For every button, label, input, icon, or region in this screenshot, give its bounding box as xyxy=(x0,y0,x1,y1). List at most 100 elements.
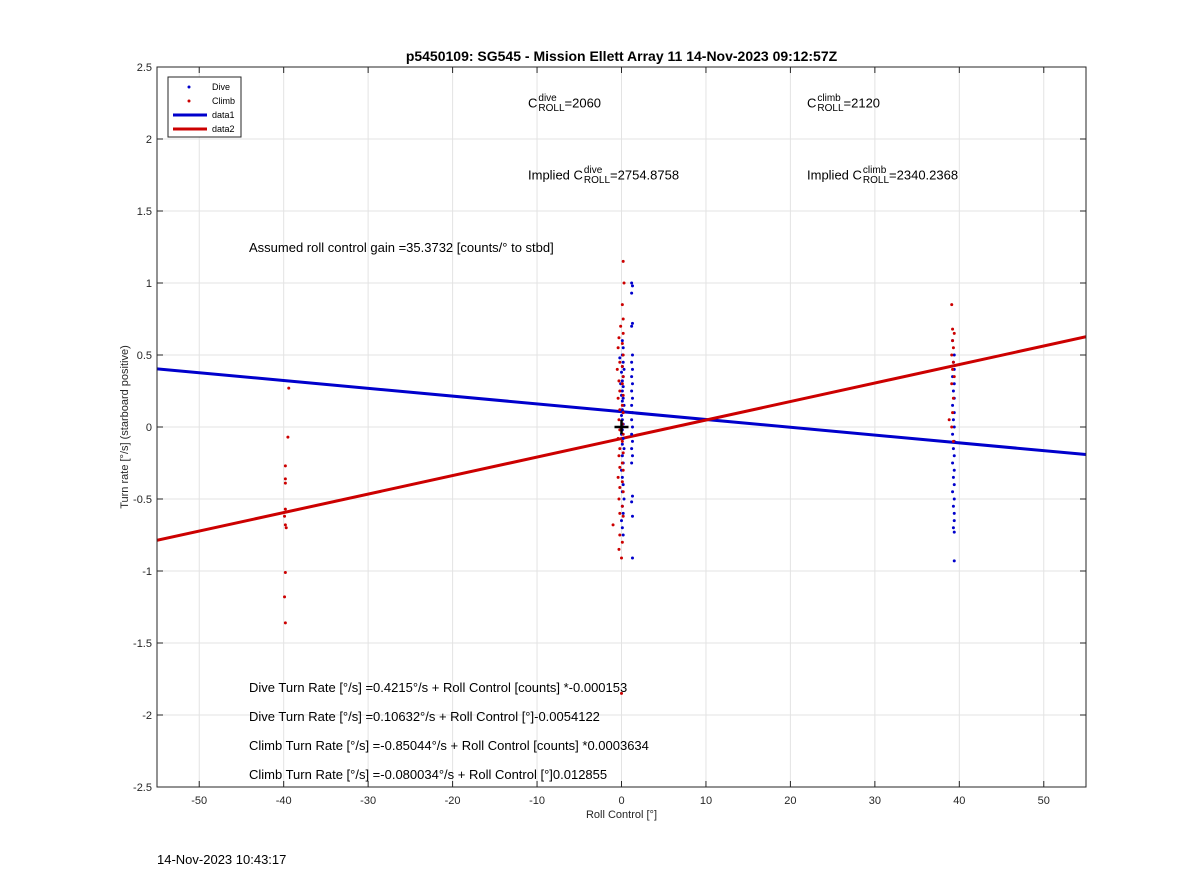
climb-point xyxy=(947,418,951,422)
climb-point xyxy=(620,382,624,386)
dive-point xyxy=(630,324,634,328)
dive-point xyxy=(630,461,634,465)
climb-point xyxy=(951,360,955,364)
dive-point xyxy=(630,396,634,400)
climb-point xyxy=(283,477,287,481)
x-tick-label: -10 xyxy=(529,795,545,807)
climb-point xyxy=(620,691,623,695)
legend-label: data2 xyxy=(212,124,235,134)
climb-point xyxy=(616,346,620,350)
dive-point xyxy=(630,447,634,451)
dive-point xyxy=(620,370,623,374)
climb-point xyxy=(621,411,625,415)
climb-point xyxy=(618,447,622,451)
climb-point xyxy=(283,464,287,468)
climb-point xyxy=(620,403,624,407)
climb-point xyxy=(620,303,624,307)
x-tick-label: -50 xyxy=(191,795,207,807)
dive-point xyxy=(630,389,634,393)
dive-point xyxy=(630,284,634,288)
climb-point xyxy=(615,367,619,371)
climb-point xyxy=(617,454,621,458)
dive-point xyxy=(951,490,955,494)
climb-point xyxy=(619,324,623,328)
legend-box xyxy=(167,76,242,138)
dive-point xyxy=(630,403,634,407)
dive-point xyxy=(630,514,634,518)
dive-point xyxy=(630,425,634,429)
climb-point xyxy=(621,331,625,335)
dive-point xyxy=(621,483,625,487)
climb-point xyxy=(617,547,621,551)
climb-point xyxy=(951,411,955,415)
dive-point xyxy=(621,396,625,400)
dive-point xyxy=(952,382,956,386)
climb-point xyxy=(950,425,954,429)
dive-point xyxy=(952,559,956,563)
climb-point xyxy=(618,360,622,364)
climb-point xyxy=(616,475,620,479)
dive-point xyxy=(951,403,955,407)
x-tick-label: 30 xyxy=(869,795,881,807)
y-tick-label: 1.5 xyxy=(137,206,152,218)
dive-point xyxy=(620,442,624,446)
dive-point xyxy=(952,468,956,472)
dive-point xyxy=(951,475,955,479)
dive-point xyxy=(630,556,634,560)
x-tick-label: -20 xyxy=(445,795,461,807)
x-axis-label: Roll Control [°] xyxy=(586,809,657,821)
dive-point xyxy=(620,526,624,530)
data-layer xyxy=(157,259,1086,695)
climb-point xyxy=(620,461,624,465)
dive-point xyxy=(952,511,956,515)
climb-point xyxy=(951,327,955,331)
dive-point xyxy=(630,360,634,364)
dive-point xyxy=(630,454,634,458)
climb-point xyxy=(620,504,624,508)
climb-point xyxy=(620,439,624,443)
dive-point xyxy=(630,281,634,285)
climb-degrees-equation: Climb Turn Rate [°/s] =-0.080034°/s + Ro… xyxy=(249,767,608,782)
climb-point xyxy=(621,393,625,397)
climb-point xyxy=(621,317,625,321)
y-axis-label: Turn rate [°/s] (starboard positive) xyxy=(119,345,131,509)
climb-point xyxy=(951,339,955,343)
y-tick-label: 1 xyxy=(146,278,152,290)
climb-point xyxy=(616,396,620,400)
dive-point xyxy=(952,425,956,429)
climb-point xyxy=(951,396,955,400)
dive-point xyxy=(630,321,634,325)
climb-point xyxy=(287,386,291,390)
dive-point xyxy=(951,447,955,451)
y-tick-label: 2 xyxy=(146,134,152,146)
climb-point xyxy=(621,375,625,379)
x-tick-label: 0 xyxy=(618,795,624,807)
dive-point xyxy=(622,367,626,371)
dive-point xyxy=(630,494,634,498)
dive-point xyxy=(620,389,624,393)
dive-point xyxy=(620,454,624,458)
dive-point xyxy=(630,382,634,386)
legend-label: data1 xyxy=(212,110,235,120)
climb-point xyxy=(621,451,625,455)
dive-point xyxy=(951,418,955,422)
legend-marker-climb xyxy=(187,99,191,103)
fit-line-data1 xyxy=(157,367,1086,457)
y-tick-label: -2 xyxy=(142,710,152,722)
climb-point xyxy=(286,435,290,439)
dive-point xyxy=(951,389,955,393)
roll-gain-annotation: Assumed roll control gain =35.3732 [coun… xyxy=(249,240,554,255)
climb-point xyxy=(284,526,288,530)
y-tick-label: 2.5 xyxy=(137,62,152,74)
dive-counts-equation: Dive Turn Rate [°/s] =0.4215°/s + Roll C… xyxy=(249,680,628,695)
climb-point xyxy=(611,523,615,527)
climb-point xyxy=(283,595,287,599)
climb-point xyxy=(617,379,621,383)
y-tick-label: -2.5 xyxy=(133,782,152,794)
dive-point xyxy=(952,483,956,487)
dive-point xyxy=(630,418,634,422)
climb-point xyxy=(621,514,625,518)
